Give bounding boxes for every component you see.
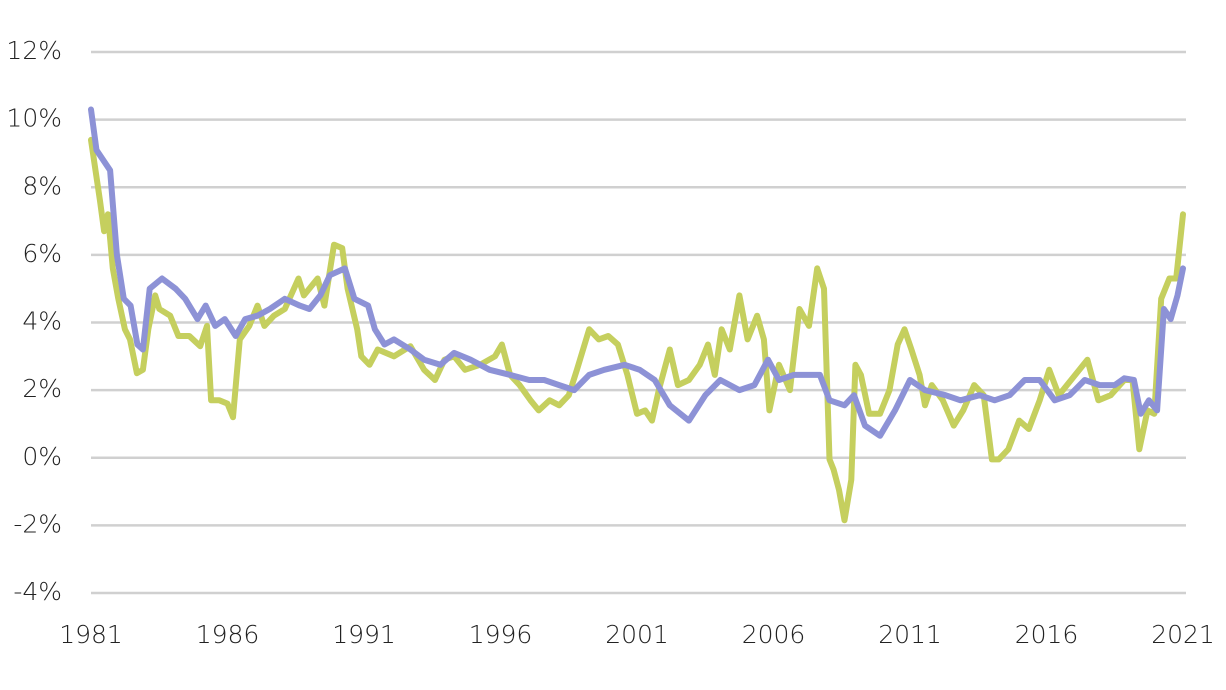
- y-tick-label: 4%: [22, 307, 62, 336]
- y-tick-label: 10%: [6, 104, 62, 133]
- y-tick-label: 12%: [6, 36, 62, 65]
- y-tick-label: -4%: [13, 577, 62, 606]
- y-tick-label: 6%: [22, 239, 62, 268]
- y-tick-label: -2%: [13, 509, 62, 538]
- y-tick-label: 0%: [22, 442, 62, 471]
- series-line: [88, 106, 1186, 439]
- x-tick-label: 2021: [1151, 620, 1215, 649]
- x-tick-label: 1986: [196, 620, 260, 649]
- y-tick-label: 2%: [22, 374, 62, 403]
- x-tick-label: 2006: [742, 620, 806, 649]
- y-tick-label: 8%: [22, 171, 62, 200]
- x-tick-label: 2016: [1015, 620, 1079, 649]
- x-tick-label: 2011: [878, 620, 942, 649]
- x-tick-label: 1981: [59, 620, 123, 649]
- x-tick-label: 2001: [605, 620, 669, 649]
- series-line: [88, 136, 1186, 524]
- x-tick-label: 1991: [332, 620, 396, 649]
- x-tick-label: 1996: [469, 620, 533, 649]
